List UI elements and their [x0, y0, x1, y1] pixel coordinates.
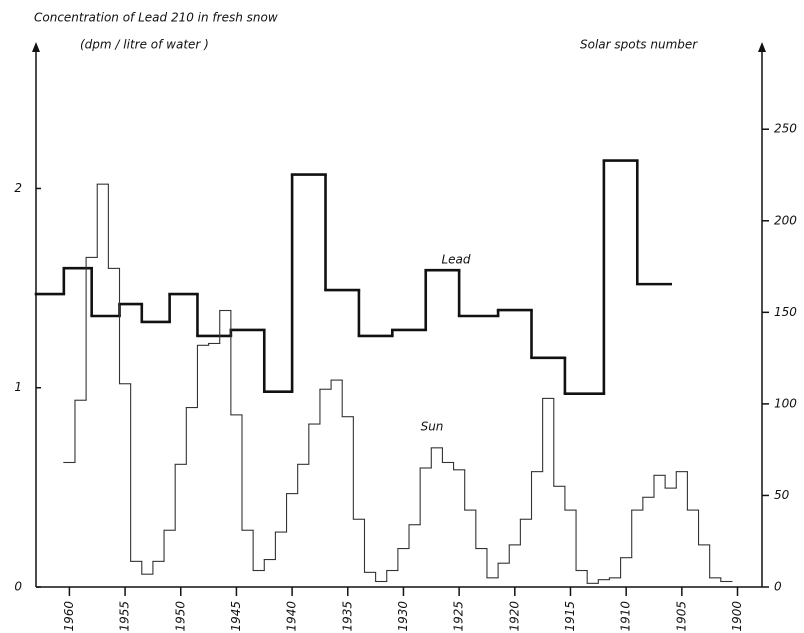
x-tick-label: 1925: [452, 601, 466, 632]
y2-tick-label: 200: [774, 213, 797, 227]
x-tick-label: 1905: [674, 601, 688, 632]
y-tick-label: 1: [14, 380, 22, 394]
chart-subtitle: (dpm / litre of water ): [80, 38, 209, 52]
y2-axis-arrow: [758, 42, 766, 52]
y2-tick-label: 0: [774, 580, 782, 594]
y2-tick-label: 50: [774, 488, 790, 502]
y-tick-label: 2: [14, 181, 22, 195]
y2-tick-label: 150: [774, 305, 797, 319]
x-tick-label: 1955: [118, 601, 132, 632]
x-tick-label: 1915: [563, 601, 577, 632]
y-axis-arrow: [32, 42, 40, 52]
series-label: Sun: [421, 420, 444, 434]
y2-axis-label: Solar spots number: [580, 38, 698, 52]
chart-title: Concentration of Lead 210 in fresh snow: [34, 11, 278, 25]
x-tick-label: 1900: [730, 601, 744, 632]
y2-tick-label: 250: [774, 122, 797, 136]
x-tick-label: 1945: [229, 601, 243, 632]
x-tick-label: 1930: [396, 601, 410, 632]
y2-tick-label: 100: [774, 396, 797, 410]
x-tick-label: 1950: [173, 601, 187, 632]
x-tick-label: 1910: [619, 601, 633, 632]
x-tick-label: 1920: [507, 601, 521, 632]
x-tick-label: 1940: [285, 601, 299, 632]
y-tick-label: 0: [14, 580, 22, 594]
x-tick-label: 1935: [340, 601, 354, 632]
x-tick-label: 1960: [62, 601, 76, 632]
series-label: Lead: [441, 253, 470, 267]
